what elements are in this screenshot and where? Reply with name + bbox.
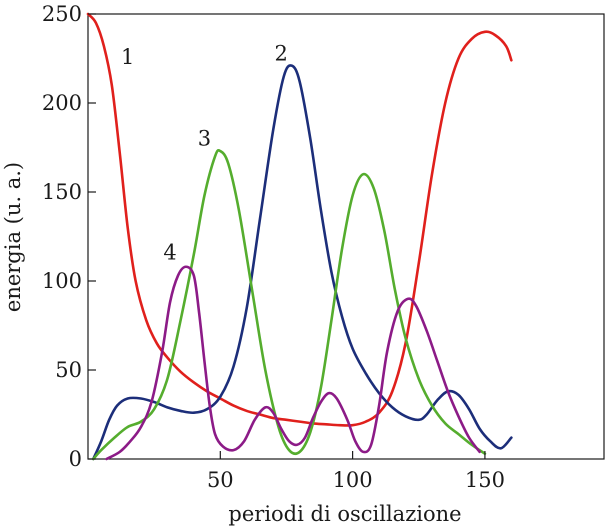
series-line-1 bbox=[86, 12, 513, 427]
y-tick-label: 250 bbox=[42, 2, 82, 26]
plot-frame bbox=[87, 13, 605, 460]
x-axis-ticks: 50 100 150 bbox=[207, 451, 505, 492]
y-tick-label: 100 bbox=[42, 269, 82, 293]
series-label-3: 3 bbox=[198, 127, 211, 151]
plot-border bbox=[87, 13, 605, 460]
series-label-4: 4 bbox=[163, 241, 176, 265]
y-tick-label: 50 bbox=[55, 358, 82, 382]
series-labels: 1 2 3 4 bbox=[121, 41, 288, 264]
series-line-3 bbox=[91, 148, 487, 461]
y-tick-label: 200 bbox=[42, 91, 82, 115]
y-axis-ticks: 0 50 100 150 200 250 bbox=[42, 2, 96, 471]
y-tick-label: 0 bbox=[69, 447, 82, 471]
series-label-2: 2 bbox=[274, 41, 287, 65]
series-label-1: 1 bbox=[121, 45, 134, 69]
x-axis-title: periodi di oscillazione bbox=[228, 502, 461, 526]
y-tick-label: 150 bbox=[42, 180, 82, 204]
x-tick-label: 150 bbox=[465, 468, 505, 492]
series-lines bbox=[86, 12, 513, 461]
x-tick-label: 100 bbox=[333, 468, 373, 492]
series-line-4 bbox=[105, 265, 481, 461]
y-axis-title: energia (u. a.) bbox=[1, 162, 25, 312]
x-tick-label: 50 bbox=[207, 468, 234, 492]
series-line-2 bbox=[91, 64, 513, 461]
